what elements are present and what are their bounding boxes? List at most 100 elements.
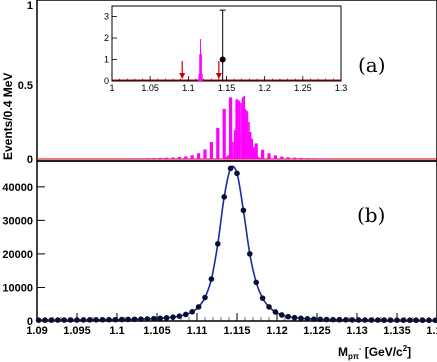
histogram-bar — [235, 123, 237, 159]
histogram-bar — [216, 127, 220, 159]
histogram-bar — [232, 141, 234, 159]
panel-b-xticks: 1.09 1.095 1.1 1.105 1.11 1.115 1.12 1.1… — [26, 325, 437, 337]
data-point — [227, 165, 234, 172]
data-point — [80, 317, 87, 323]
panel-b-data-points — [35, 165, 437, 324]
panel-b-xtick: 1.09 — [26, 325, 47, 337]
inset-xtick: 1 — [109, 83, 114, 93]
inset-point — [219, 56, 226, 63]
panel-b-ytick: 20000 — [2, 249, 33, 261]
histogram-bar — [227, 155, 229, 159]
panel-a-ytick-0.5: 0.5 — [18, 80, 33, 92]
histogram-bar — [273, 155, 277, 159]
data-point — [215, 241, 221, 247]
histogram-bar — [259, 157, 261, 159]
inset-content — [111, 9, 342, 82]
histogram-bar — [145, 158, 149, 159]
panel-b-xlabel: Mpπ- [GeV/c2] — [338, 344, 411, 361]
inset-peak-bar — [200, 39, 202, 81]
histogram-bar — [257, 156, 260, 159]
data-point — [368, 317, 375, 323]
histogram-bar — [318, 158, 322, 159]
panel-b-frame — [36, 160, 437, 322]
data-point — [189, 308, 195, 315]
inset-peak-bar — [201, 73, 203, 81]
data-point — [48, 317, 55, 323]
histogram-bar — [325, 158, 329, 159]
panel-b-label: (b) — [357, 203, 385, 227]
panel-a-ytick-1: 1 — [27, 0, 33, 12]
data-point — [355, 317, 362, 323]
data-point — [240, 207, 247, 214]
panel-b-ytick: 0 — [27, 316, 33, 328]
inset-ytick: 3 — [104, 12, 109, 22]
data-point — [291, 314, 298, 321]
data-point — [253, 279, 259, 286]
inset-ytick: 1 — [104, 55, 109, 65]
data-point — [298, 315, 304, 322]
data-point — [311, 316, 317, 322]
data-point — [163, 315, 170, 321]
data-point — [138, 316, 144, 322]
histogram-bar — [222, 158, 225, 159]
data-point — [362, 317, 368, 323]
panel-b-yticks: 0 10000 20000 30000 40000 — [2, 182, 33, 328]
panel-b-xtick: 1.14 — [426, 325, 437, 337]
data-point — [93, 317, 99, 323]
panel-b-xtick: 1.11 — [187, 325, 208, 337]
data-point — [87, 317, 93, 323]
inset-peak-bar — [200, 54, 202, 81]
inset-xtick: 1.25 — [294, 83, 312, 93]
data-point — [183, 311, 189, 318]
data-point — [208, 276, 215, 282]
data-point — [112, 316, 119, 323]
histogram-bar — [299, 157, 303, 159]
panel-b-xtick: 1.135 — [383, 325, 411, 337]
histogram-bar — [243, 95, 245, 159]
histogram-bar — [248, 122, 250, 159]
histogram-bar — [245, 109, 247, 159]
data-point — [157, 315, 163, 322]
histogram-bar — [253, 147, 255, 159]
data-point — [170, 314, 176, 320]
histogram-bar — [238, 100, 241, 159]
data-point — [61, 317, 67, 323]
inset-xtick: 1.15 — [218, 83, 236, 93]
inset-xtick: 1.05 — [141, 83, 159, 93]
data-point — [432, 317, 437, 324]
panel-b-ytick: 30000 — [2, 215, 33, 227]
data-point — [144, 316, 151, 322]
data-point — [42, 317, 48, 323]
data-point — [202, 294, 208, 301]
inset-frame — [111, 5, 342, 82]
panel-b-xtick: 1.125 — [303, 325, 331, 337]
histogram-bar — [305, 158, 309, 159]
histogram-bar — [229, 97, 233, 159]
data-point — [259, 295, 266, 301]
data-point — [279, 312, 285, 318]
data-point — [234, 170, 240, 177]
panel-a-yticks: 1 0.5 0 — [18, 0, 33, 166]
panel-b-xtick: 1.13 — [346, 325, 367, 337]
panel-b-xtick: 1.095 — [63, 325, 91, 337]
panel-a: Events/0.4 MeV 1 0.5 0 (a) 1 1.05 1.1 1.… — [1, 0, 437, 166]
histogram-bar — [233, 130, 236, 159]
inset: 1 1.05 1.1 1.15 1.2 1.25 1.3 0 1 2 3 — [104, 5, 347, 93]
histogram-bar — [126, 158, 130, 159]
data-point — [343, 317, 349, 323]
panel-a-ytick-0: 0 — [27, 154, 33, 166]
data-point — [131, 316, 138, 323]
cut-arrow-head — [215, 73, 222, 79]
data-point — [35, 317, 42, 323]
data-point — [375, 317, 381, 323]
data-point — [176, 313, 183, 319]
data-point — [400, 317, 407, 323]
data-point — [67, 317, 74, 323]
data-point — [74, 317, 80, 323]
inset-peak-bar — [198, 73, 200, 81]
histogram-bar — [165, 157, 169, 159]
histogram-bar — [280, 156, 284, 159]
inset-peak-bar — [197, 80, 199, 81]
data-point — [151, 315, 157, 322]
histogram-bar — [261, 158, 263, 159]
